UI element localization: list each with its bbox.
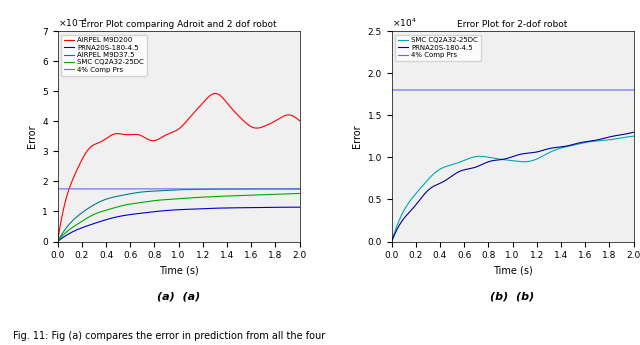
- AIRPEL M9D200: [244, 123, 252, 127]
- SMC CQ2A32-25DC: [630, 134, 637, 138]
- PRNA20S-180-4.5: [289, 205, 296, 209]
- PRNA20S-180-4.5: [165, 208, 173, 213]
- SMC CQ2A32-25DC: [54, 239, 61, 244]
- AIRPEL M9D200: [66, 185, 74, 189]
- SMC CQ2A32-25DC: [400, 208, 408, 213]
- SMC CQ2A32-25DC: [623, 135, 630, 139]
- SMC CQ2A32-25DC: [623, 135, 630, 139]
- PRNA20S-180-4.5: [54, 239, 61, 244]
- Title: Error Plot comparing Adroit and 2 dof robot: Error Plot comparing Adroit and 2 dof ro…: [81, 20, 276, 29]
- PRNA20S-180-4.5: [388, 239, 396, 244]
- Line: PRNA20S-180-4.5: PRNA20S-180-4.5: [58, 207, 300, 242]
- X-axis label: Time (s): Time (s): [493, 266, 532, 276]
- SMC CQ2A32-25DC: [244, 193, 252, 197]
- Y-axis label: Error: Error: [27, 125, 36, 148]
- AIRPEL M9D37.5: [289, 187, 296, 191]
- X-axis label: Time (s): Time (s): [159, 266, 198, 276]
- 4% Comp Prs: [506, 88, 513, 92]
- SMC CQ2A32-25DC: [289, 191, 296, 196]
- AIRPEL M9D37.5: [66, 221, 74, 226]
- 4% Comp Prs: [172, 187, 179, 191]
- 4% Comp Prs: [54, 187, 61, 191]
- AIRPEL M9D37.5: [296, 187, 303, 191]
- PRNA20S-180-4.5: [499, 157, 507, 161]
- AIRPEL M9D200: [296, 119, 303, 123]
- PRNA20S-180-4.5: [400, 216, 408, 220]
- 4% Comp Prs: [244, 187, 252, 191]
- AIRPEL M9D37.5: [172, 188, 179, 192]
- PRNA20S-180-4.5: [623, 132, 630, 136]
- AIRPEL M9D37.5: [293, 187, 301, 191]
- Text: $\times 10^{4}$: $\times 10^{4}$: [392, 17, 416, 29]
- 4% Comp Prs: [388, 88, 396, 92]
- PRNA20S-180-4.5: [296, 205, 303, 209]
- PRNA20S-180-4.5: [172, 208, 179, 212]
- 4% Comp Prs: [289, 187, 296, 191]
- Line: SMC CQ2A32-25DC: SMC CQ2A32-25DC: [58, 194, 300, 241]
- AIRPEL M9D200: [172, 129, 179, 133]
- AIRPEL M9D37.5: [289, 187, 296, 191]
- AIRPEL M9D37.5: [165, 188, 173, 192]
- PRNA20S-180-4.5: [623, 132, 630, 136]
- SMC CQ2A32-25DC: [66, 227, 74, 231]
- SMC CQ2A32-25DC: [289, 191, 296, 196]
- SMC CQ2A32-25DC: [388, 239, 396, 244]
- AIRPEL M9D37.5: [244, 187, 252, 191]
- 4% Comp Prs: [579, 88, 586, 92]
- Text: (a)  (a): (a) (a): [157, 292, 200, 302]
- SMC CQ2A32-25DC: [499, 158, 507, 162]
- 4% Comp Prs: [623, 88, 630, 92]
- SMC CQ2A32-25DC: [296, 191, 303, 196]
- Line: AIRPEL M9D37.5: AIRPEL M9D37.5: [58, 189, 300, 241]
- Line: PRNA20S-180-4.5: PRNA20S-180-4.5: [392, 132, 634, 241]
- Text: (b)  (b): (b) (b): [490, 292, 534, 302]
- Line: AIRPEL M9D200: AIRPEL M9D200: [58, 93, 300, 241]
- PRNA20S-180-4.5: [244, 206, 252, 210]
- 4% Comp Prs: [165, 187, 173, 191]
- AIRPEL M9D200: [289, 114, 296, 118]
- 4% Comp Prs: [499, 88, 507, 92]
- 4% Comp Prs: [66, 187, 74, 191]
- SMC CQ2A32-25DC: [165, 197, 173, 201]
- PRNA20S-180-4.5: [579, 140, 586, 144]
- Text: Fig. 11: Fig (a) compares the error in prediction from all the four: Fig. 11: Fig (a) compares the error in p…: [13, 331, 325, 341]
- Legend: SMC CQ2A32-25DC, PRNA20S-180-4.5, 4% Comp Prs: SMC CQ2A32-25DC, PRNA20S-180-4.5, 4% Com…: [395, 34, 481, 61]
- Y-axis label: Error: Error: [352, 125, 362, 148]
- 4% Comp Prs: [289, 187, 296, 191]
- AIRPEL M9D200: [54, 239, 61, 244]
- Line: SMC CQ2A32-25DC: SMC CQ2A32-25DC: [392, 136, 634, 242]
- SMC CQ2A32-25DC: [579, 141, 586, 145]
- PRNA20S-180-4.5: [289, 205, 296, 209]
- PRNA20S-180-4.5: [506, 156, 513, 160]
- 4% Comp Prs: [630, 88, 637, 92]
- 4% Comp Prs: [296, 187, 303, 191]
- Text: $\times 10^{-4}$: $\times 10^{-4}$: [58, 17, 88, 29]
- AIRPEL M9D200: [165, 132, 173, 136]
- Title: Error Plot for 2-dof robot: Error Plot for 2-dof robot: [458, 20, 568, 29]
- Legend: AIRPEL M9D200, PRNA20S-180-4.5, AIRPEL M9D37.5, SMC CQ2A32-25DC, 4% Comp Prs: AIRPEL M9D200, PRNA20S-180-4.5, AIRPEL M…: [61, 34, 147, 76]
- 4% Comp Prs: [400, 88, 408, 92]
- 4% Comp Prs: [623, 88, 630, 92]
- SMC CQ2A32-25DC: [172, 197, 179, 201]
- PRNA20S-180-4.5: [630, 130, 637, 134]
- AIRPEL M9D200: [289, 114, 296, 118]
- AIRPEL M9D37.5: [54, 239, 61, 244]
- PRNA20S-180-4.5: [66, 231, 74, 235]
- SMC CQ2A32-25DC: [506, 158, 513, 162]
- AIRPEL M9D200: [211, 91, 219, 96]
